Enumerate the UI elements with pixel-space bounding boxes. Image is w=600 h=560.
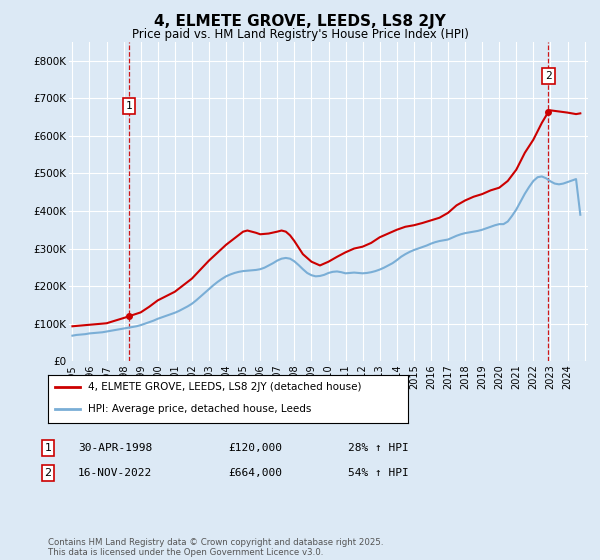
Text: Price paid vs. HM Land Registry's House Price Index (HPI): Price paid vs. HM Land Registry's House … <box>131 28 469 41</box>
Text: 2: 2 <box>545 71 552 81</box>
Text: 54% ↑ HPI: 54% ↑ HPI <box>348 468 409 478</box>
Text: 16-NOV-2022: 16-NOV-2022 <box>78 468 152 478</box>
Text: 28% ↑ HPI: 28% ↑ HPI <box>348 443 409 453</box>
Text: HPI: Average price, detached house, Leeds: HPI: Average price, detached house, Leed… <box>88 404 311 414</box>
Text: Contains HM Land Registry data © Crown copyright and database right 2025.
This d: Contains HM Land Registry data © Crown c… <box>48 538 383 557</box>
Text: 30-APR-1998: 30-APR-1998 <box>78 443 152 453</box>
Text: £664,000: £664,000 <box>228 468 282 478</box>
Text: 2: 2 <box>44 468 52 478</box>
Text: 1: 1 <box>126 101 133 111</box>
Text: 4, ELMETE GROVE, LEEDS, LS8 2JY (detached house): 4, ELMETE GROVE, LEEDS, LS8 2JY (detache… <box>88 382 361 392</box>
Text: 4, ELMETE GROVE, LEEDS, LS8 2JY: 4, ELMETE GROVE, LEEDS, LS8 2JY <box>154 14 446 29</box>
Text: 1: 1 <box>44 443 52 453</box>
Text: £120,000: £120,000 <box>228 443 282 453</box>
